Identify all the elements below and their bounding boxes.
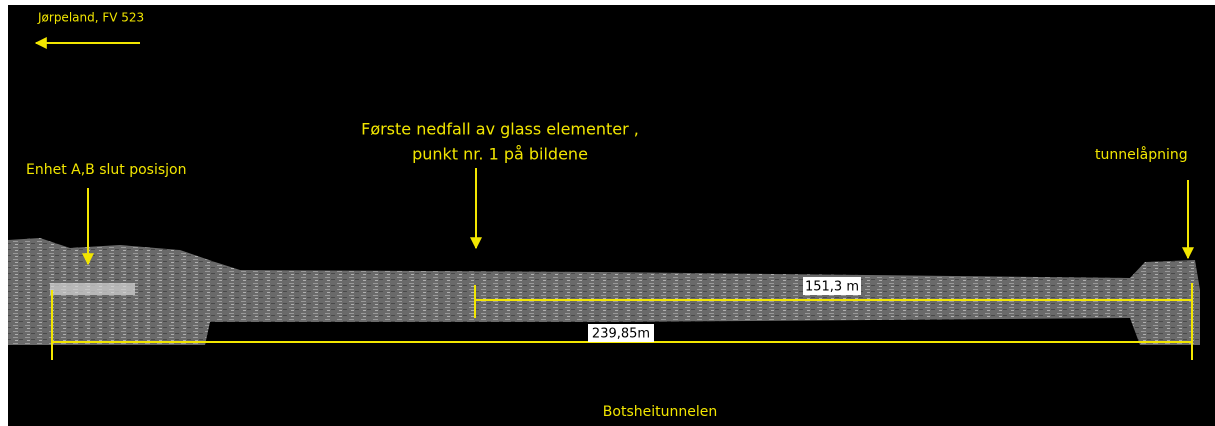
tunnel-name: Botsheitunnelen	[603, 404, 717, 420]
vehicles	[50, 283, 135, 295]
direction-label: Jørpeland, FV 523	[37, 11, 144, 25]
scene: Jørpeland, FV 523 Enhet A,B slut posisjo…	[0, 0, 1215, 426]
dimension-label: 151,3 m	[805, 280, 859, 295]
first-fall-label: punkt nr. 1 på bildene	[412, 145, 588, 164]
background	[8, 5, 1215, 426]
tunnel-opening-label: tunnelåpning	[1095, 146, 1188, 163]
dimension-label: 239,85m	[592, 327, 650, 342]
unit-position-label: Enhet A,B slut posisjon	[26, 162, 186, 178]
first-fall-label: Første nedfall av glass elementer ,	[361, 120, 639, 139]
